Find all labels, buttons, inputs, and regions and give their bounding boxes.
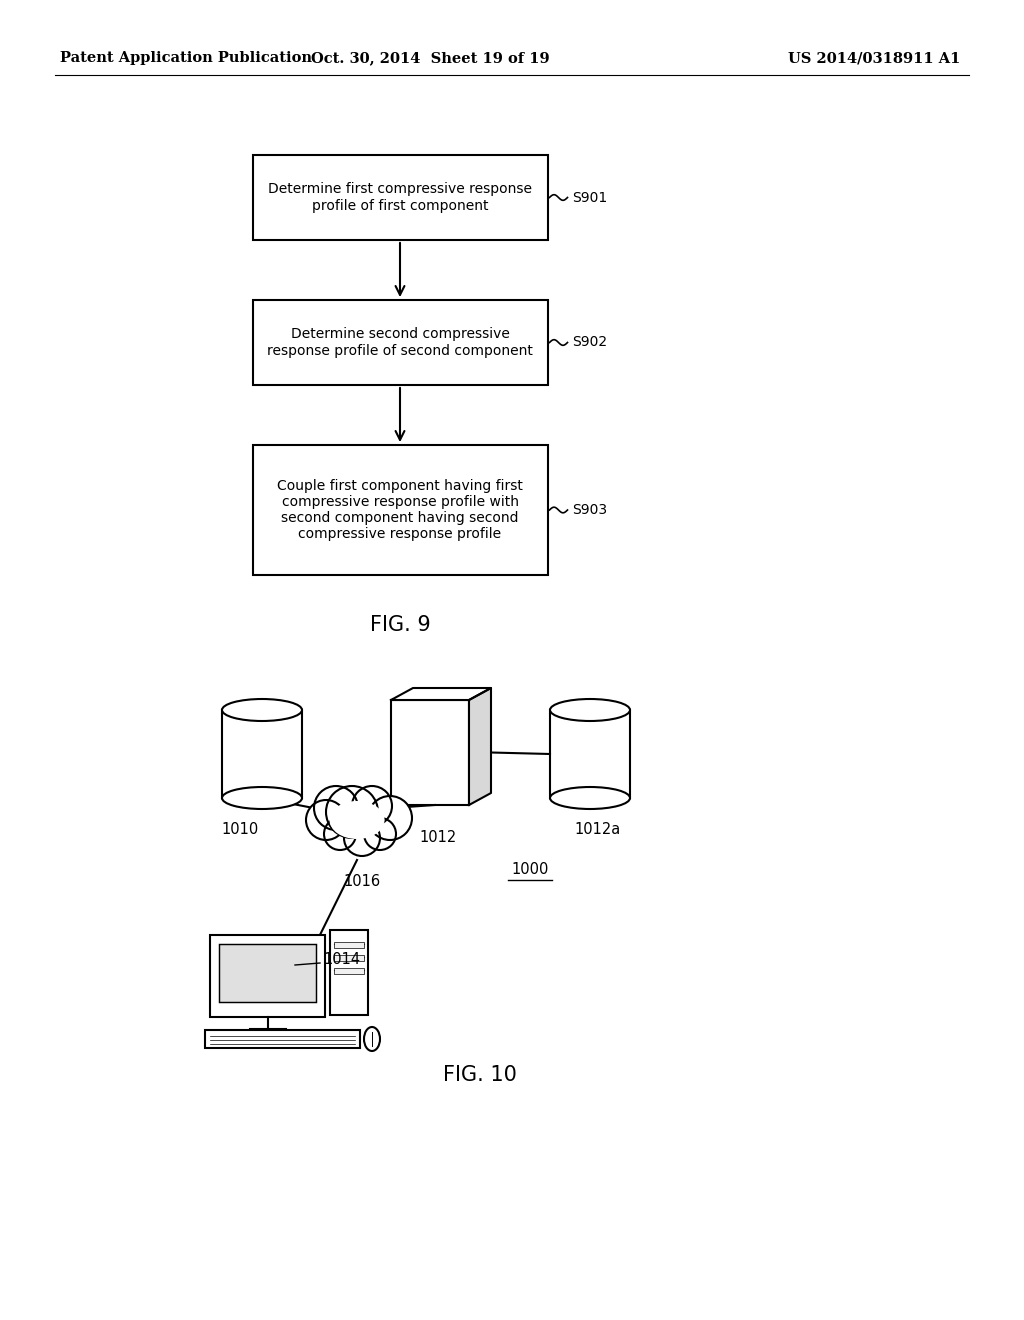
Text: Determine second compressive
response profile of second component: Determine second compressive response pr… [267,327,532,358]
Circle shape [364,818,396,850]
Ellipse shape [222,700,302,721]
Ellipse shape [330,801,384,840]
Polygon shape [469,688,490,805]
Circle shape [314,785,358,830]
Bar [253,300,548,385]
Circle shape [324,818,356,850]
Bar [253,154,548,240]
Text: 1014: 1014 [323,953,360,968]
Circle shape [306,800,346,840]
Bar [334,942,364,948]
Bar [253,445,548,576]
Text: 1016: 1016 [343,874,381,890]
Bar [334,954,364,961]
Text: FIG. 9: FIG. 9 [370,615,430,635]
Text: Couple first component having first
compressive response profile with
second com: Couple first component having first comp… [278,479,523,541]
Polygon shape [391,688,490,700]
Text: 1012a: 1012a [574,822,622,837]
Circle shape [352,785,392,826]
Text: Oct. 30, 2014  Sheet 19 of 19: Oct. 30, 2014 Sheet 19 of 19 [310,51,549,65]
Text: S901: S901 [572,190,608,205]
Bar [205,1030,360,1048]
Text: Determine first compressive response
profile of first component: Determine first compressive response pro… [268,182,532,213]
Bar [222,710,302,799]
Bar [330,931,368,1015]
Bar [210,935,325,1016]
Text: US 2014/0318911 A1: US 2014/0318911 A1 [787,51,961,65]
Text: 1012: 1012 [420,829,457,845]
Text: FIG. 10: FIG. 10 [443,1065,517,1085]
Ellipse shape [550,787,630,809]
Circle shape [344,820,380,855]
Text: Patent Application Publication: Patent Application Publication [60,51,312,65]
Bar [391,700,469,805]
Text: 1000: 1000 [511,862,549,878]
Ellipse shape [550,700,630,721]
Bar [219,944,316,1002]
Circle shape [326,785,378,838]
Circle shape [368,796,412,840]
Bar [550,710,630,799]
Text: 1010: 1010 [221,822,259,837]
Ellipse shape [364,1027,380,1051]
Text: S902: S902 [572,335,607,350]
Ellipse shape [222,787,302,809]
Bar [334,968,364,974]
Text: S903: S903 [572,503,607,517]
